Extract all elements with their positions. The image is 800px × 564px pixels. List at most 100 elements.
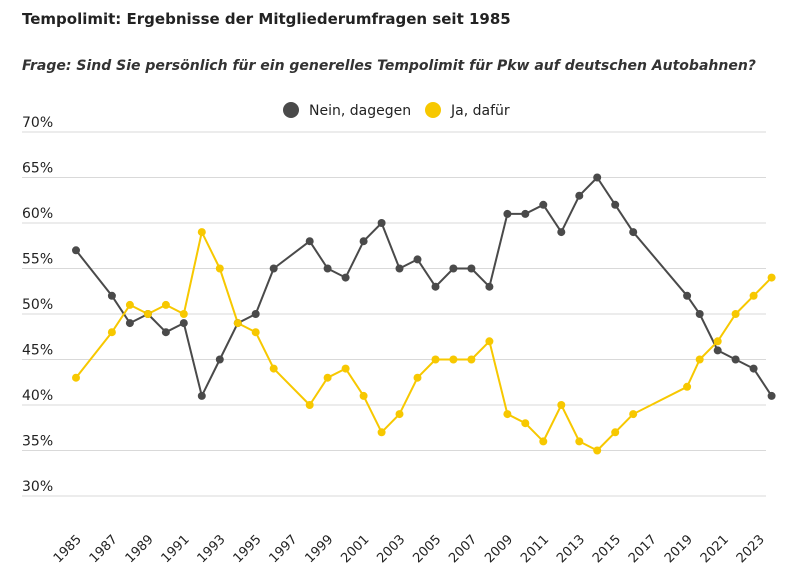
data-point-nein <box>107 291 116 300</box>
data-point-ja <box>395 410 404 419</box>
legend-marker-nein <box>283 102 299 118</box>
x-tick-label: 2007 <box>446 532 480 564</box>
data-point-nein <box>413 255 422 264</box>
x-tick-label: 2005 <box>410 532 444 564</box>
data-point-ja <box>251 328 260 337</box>
legend: Nein, dagegen Ja, dafür <box>283 102 510 119</box>
data-point-ja <box>539 437 548 446</box>
data-point-nein <box>503 209 512 218</box>
data-point-nein <box>251 310 260 318</box>
x-tick-label: 1999 <box>302 532 336 564</box>
series-line-nein <box>75 176 773 397</box>
data-point-ja <box>197 228 206 237</box>
data-point-ja <box>767 273 776 282</box>
x-tick-label: 2001 <box>338 532 372 564</box>
legend-marker-ja <box>425 102 441 118</box>
x-tick-label: 1997 <box>267 532 301 564</box>
data-point-ja <box>125 300 134 309</box>
data-point-nein <box>683 291 692 300</box>
x-tick-label: 2011 <box>518 532 552 564</box>
data-point-nein <box>161 328 170 337</box>
data-point-nein <box>539 200 548 209</box>
data-point-nein <box>521 209 530 218</box>
data-point-ja <box>521 419 530 428</box>
data-point-nein <box>125 319 134 328</box>
data-point-nein <box>305 237 314 246</box>
data-point-ja <box>713 337 722 346</box>
series-lines <box>75 176 773 452</box>
data-point-nein <box>467 264 476 273</box>
data-point-nein <box>629 228 638 237</box>
x-tick-label: 1993 <box>195 532 229 564</box>
data-point-ja <box>431 355 440 364</box>
data-point-nein <box>341 273 350 282</box>
series-points <box>72 173 776 455</box>
data-point-ja <box>557 401 566 409</box>
data-point-ja <box>731 310 740 318</box>
y-tick-label: 30% <box>22 479 53 495</box>
data-point-nein <box>749 364 758 373</box>
legend-label-nein: Nein, dagegen <box>309 103 411 119</box>
y-tick-label: 50% <box>22 297 53 313</box>
x-tick-label: 2015 <box>590 532 624 564</box>
x-tick-label: 2013 <box>554 532 588 564</box>
question-prefix: Frage: Sind Sie persönlich für ein gener… <box>22 58 652 74</box>
data-point-ja <box>107 328 116 337</box>
question-emphasis: Autobahnen <box>651 58 748 74</box>
data-point-nein <box>575 191 584 200</box>
data-point-ja <box>449 355 458 364</box>
y-tick-label: 35% <box>22 434 53 450</box>
x-tick-label: 2019 <box>662 532 696 564</box>
x-tick-label: 2021 <box>698 532 732 564</box>
data-point-ja <box>611 428 620 437</box>
data-point-ja <box>629 410 638 419</box>
data-point-ja <box>143 310 152 318</box>
data-point-nein <box>611 200 620 209</box>
chart-question: Frage: Sind Sie persönlich für ein gener… <box>22 58 756 74</box>
data-point-ja <box>467 355 476 364</box>
data-point-ja <box>161 300 170 309</box>
data-point-ja <box>683 382 692 391</box>
data-point-nein <box>269 264 278 273</box>
data-point-ja <box>503 410 512 419</box>
x-tick-label: 2009 <box>482 532 516 564</box>
data-point-ja <box>485 337 494 346</box>
x-tick-label: 2023 <box>734 532 768 564</box>
data-point-nein <box>215 355 224 364</box>
data-point-ja <box>323 373 332 382</box>
data-point-nein <box>72 246 80 255</box>
data-point-ja <box>593 446 602 455</box>
data-point-nein <box>449 264 458 273</box>
data-point-nein <box>377 219 386 227</box>
data-point-nein <box>593 173 602 182</box>
x-tick-label: 1987 <box>87 532 121 564</box>
data-point-ja <box>359 391 368 400</box>
x-tick-label: 1989 <box>123 532 157 564</box>
data-point-nein <box>179 319 188 328</box>
data-point-ja <box>233 319 242 328</box>
data-point-nein <box>395 264 404 273</box>
y-tick-label: 45% <box>22 343 53 359</box>
data-point-nein <box>713 346 722 355</box>
y-tick-label: 60% <box>22 206 53 222</box>
data-point-nein <box>323 264 332 273</box>
chart-title: Tempolimit: Ergebnisse der Mitgliederumf… <box>22 10 511 28</box>
x-tick-label: 1991 <box>159 532 193 564</box>
y-tick-label: 40% <box>22 388 53 404</box>
data-point-ja <box>413 373 422 382</box>
y-tick-label: 70% <box>22 115 53 131</box>
data-point-ja <box>377 428 386 437</box>
data-point-nein <box>485 282 494 291</box>
x-tick-label: 1995 <box>231 532 265 564</box>
data-point-nein <box>767 391 776 400</box>
data-point-nein <box>695 310 704 318</box>
data-point-ja <box>305 401 314 409</box>
data-point-nein <box>557 228 566 237</box>
data-point-nein <box>431 282 440 291</box>
x-tick-label: 2017 <box>626 532 660 564</box>
data-point-ja <box>341 364 350 373</box>
data-point-ja <box>749 291 758 300</box>
legend-label-ja: Ja, dafür <box>450 103 510 119</box>
data-point-nein <box>197 391 206 400</box>
